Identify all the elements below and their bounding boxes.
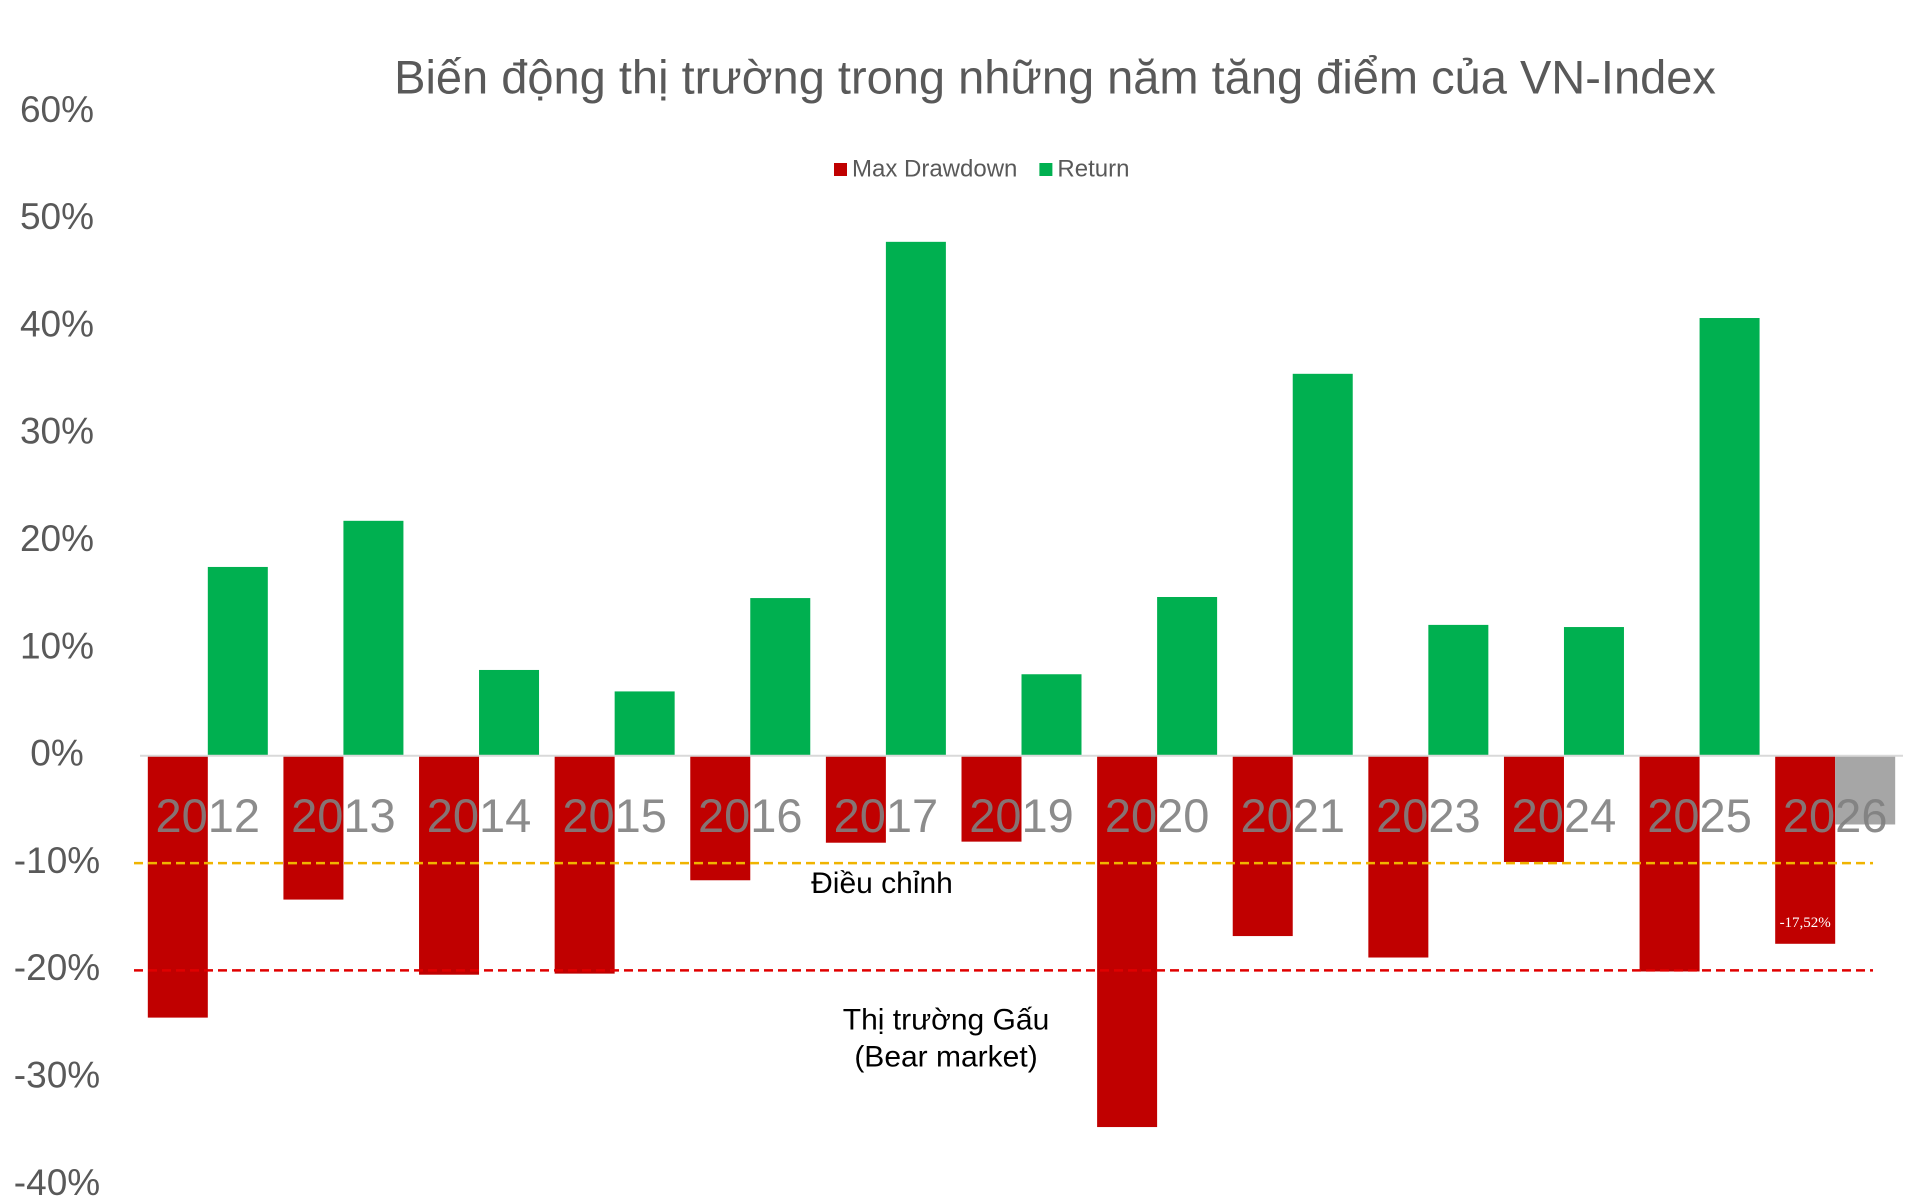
bar — [1157, 596, 1218, 756]
bar — [1775, 755, 1836, 944]
y-tick-label: -10% — [14, 840, 100, 881]
bar — [1232, 755, 1293, 937]
bar — [614, 691, 675, 756]
bar — [1835, 755, 1896, 825]
y-tick-label: 40% — [20, 303, 94, 344]
y-tick-label: 10% — [20, 625, 94, 666]
legend-label: Max Drawdown — [852, 155, 1017, 182]
bar — [419, 755, 480, 975]
bar — [1563, 627, 1624, 756]
x-tick-label: 2013 — [291, 789, 396, 842]
bar — [283, 755, 344, 900]
x-tick-label: 2026 — [1783, 789, 1888, 842]
x-tick-label: 2012 — [156, 789, 261, 842]
bar — [1292, 373, 1353, 756]
legend-label: Return — [1057, 155, 1129, 182]
annotation: Thị trường Gấu — [843, 1003, 1050, 1036]
y-tick-label: -40% — [14, 1162, 100, 1200]
x-tick-label: 2014 — [427, 789, 532, 842]
x-tick-label: 2017 — [834, 789, 939, 842]
bar — [343, 520, 404, 756]
y-tick-label: -20% — [14, 947, 100, 988]
y-tick-label: 50% — [20, 196, 94, 237]
bar — [479, 669, 540, 756]
annotation: Điều chỉnh — [811, 867, 953, 900]
legend-swatch — [834, 163, 847, 176]
bar — [961, 755, 1022, 842]
bar — [554, 755, 615, 974]
y-tick-label: 20% — [20, 518, 94, 559]
bar — [825, 755, 886, 843]
x-tick-label: 2015 — [562, 789, 667, 842]
bar — [207, 566, 268, 756]
y-tick-label: -30% — [14, 1054, 100, 1095]
bar — [750, 598, 811, 756]
bar — [690, 755, 751, 881]
bar — [1021, 674, 1082, 756]
x-tick-label: 2019 — [969, 789, 1074, 842]
x-tick-label: 2016 — [698, 789, 803, 842]
x-tick-label: 2020 — [1105, 789, 1210, 842]
bar — [147, 755, 208, 1018]
x-tick-label: 2024 — [1512, 789, 1617, 842]
bar — [885, 241, 946, 756]
y-tick-label: 60% — [20, 89, 94, 130]
y-tick-label: 0% — [30, 733, 83, 774]
bar — [1503, 755, 1564, 863]
chart-title: Biến động thị trường trong những năm tăn… — [394, 50, 1716, 103]
bar — [1368, 755, 1429, 958]
x-tick-label: 2021 — [1240, 789, 1345, 842]
y-tick-label: 30% — [20, 411, 94, 452]
legend-swatch — [1039, 163, 1053, 176]
bar — [1699, 318, 1760, 756]
bar — [1097, 755, 1158, 1128]
x-tick-label: 2025 — [1647, 789, 1752, 842]
value-label: -17,52% — [1780, 915, 1831, 931]
bar — [1428, 624, 1489, 756]
annotation: (Bear market) — [854, 1040, 1037, 1073]
x-tick-label: 2023 — [1376, 789, 1481, 842]
